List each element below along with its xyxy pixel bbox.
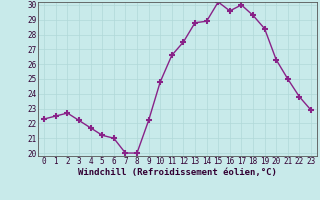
X-axis label: Windchill (Refroidissement éolien,°C): Windchill (Refroidissement éolien,°C) [78,168,277,177]
